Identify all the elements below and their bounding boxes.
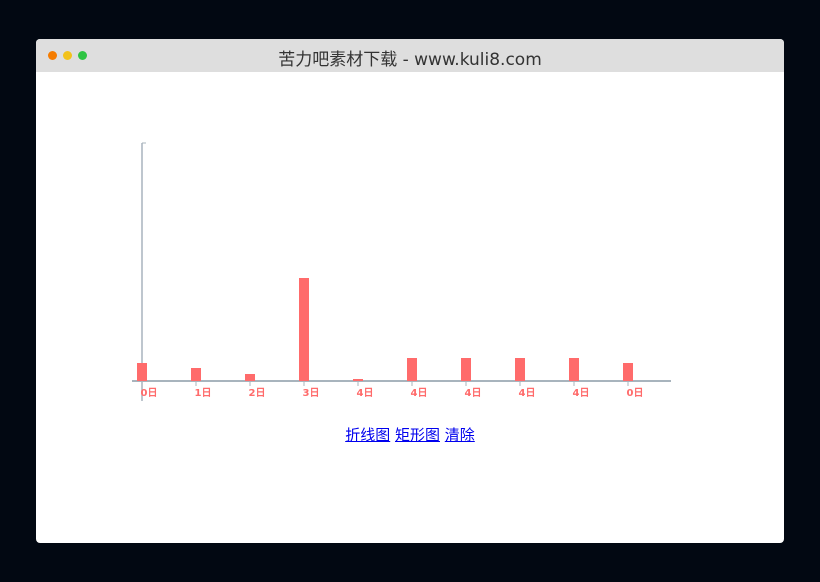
bar — [191, 368, 201, 381]
clear-link[interactable]: 清除 — [444, 426, 475, 444]
x-tick-label: 4日 — [411, 387, 428, 399]
bar — [407, 358, 417, 381]
x-tick-label: 4日 — [519, 387, 536, 399]
bar — [353, 379, 363, 381]
maximize-dot-icon[interactable] — [78, 51, 87, 60]
bar — [245, 374, 255, 381]
bar — [623, 363, 633, 381]
x-tick-label: 4日 — [465, 387, 482, 399]
x-tick-label: 1日 — [195, 387, 212, 399]
bar — [137, 363, 147, 381]
x-tick-label: 0日 — [627, 387, 644, 399]
title-bar: 苦力吧素材下载 - www.kuli8.com — [36, 39, 784, 72]
x-tick-label: 2日 — [249, 387, 266, 399]
browser-window: 苦力吧素材下载 - www.kuli8.com 0日 1日 2日 3日 4日 4日 4日 4日… — [36, 39, 784, 543]
window-title: 苦力吧素材下载 - www.kuli8.com — [278, 50, 542, 70]
bar-chart-link[interactable]: 矩形图 — [394, 426, 440, 444]
chart-links: 折线图 矩形图 清除 — [36, 424, 784, 445]
bar-chart: 0日 1日 2日 3日 4日 4日 4日 4日 4日 0日 — [132, 142, 671, 401]
x-tick-label: 4日 — [357, 387, 374, 399]
x-tick-label: 4日 — [573, 387, 590, 399]
minimize-dot-icon[interactable] — [63, 51, 72, 60]
line-chart-link[interactable]: 折线图 — [345, 426, 391, 444]
bar — [461, 358, 471, 381]
x-tick-label: 0日 — [141, 387, 158, 399]
bar — [515, 358, 525, 381]
x-tick-label: 3日 — [303, 387, 320, 399]
bar — [569, 358, 579, 381]
close-dot-icon[interactable] — [48, 51, 57, 60]
bar — [299, 278, 309, 381]
